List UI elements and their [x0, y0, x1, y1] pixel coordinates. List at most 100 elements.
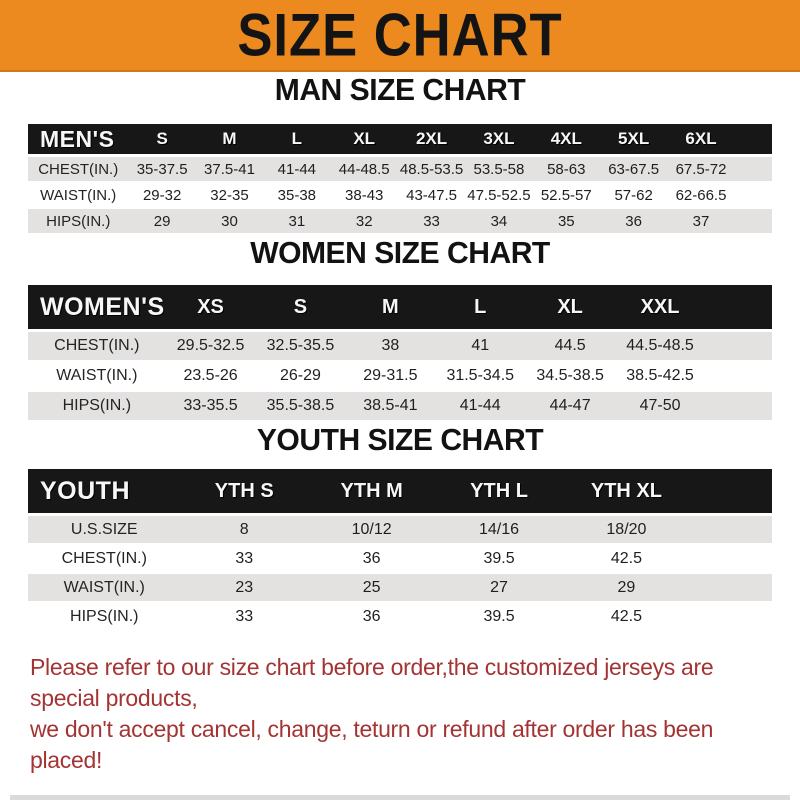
size-value-cell: 44-47 [525, 392, 616, 422]
size-value-cell: 42.5 [562, 545, 691, 574]
size-value-cell: 33 [397, 209, 466, 235]
header-spacer [734, 124, 772, 157]
women-size-chart-heading: WOMEN SIZE CHART [250, 235, 550, 270]
row-label: WAIST(IN.) [28, 183, 129, 209]
youth-size-table: YOUTH YTH S YTH M YTH L YTH XL U.S.SIZE 8 10/12… [28, 469, 772, 632]
column-header: YTH XL [562, 469, 691, 516]
column-header: 3XL [465, 124, 533, 157]
size-value-cell: 36 [307, 545, 436, 574]
size-value-cell: 47-50 [615, 392, 705, 422]
size-value-cell: 35-37.5 [128, 157, 196, 183]
size-value-cell: 44.5 [525, 332, 616, 362]
size-value-cell: 31.5-34.5 [435, 362, 526, 392]
size-value-cell: 18/20 [562, 516, 691, 545]
size-value-cell: 44-48.5 [330, 157, 398, 183]
size-value-cell: 42.5 [562, 603, 691, 632]
size-value-cell: 58-63 [532, 157, 600, 183]
size-value-cell: 14/16 [435, 516, 563, 545]
women-size-table: WOMEN'S XS S M L XL XXL CHEST(IN.) 29.5-32.5 32.5… [28, 285, 772, 422]
row-spacer [690, 516, 772, 545]
youth-size-table-wrap: YOUTH YTH S YTH M YTH L YTH XL U.S.SIZE 8 10/12… [0, 469, 800, 632]
size-value-cell: 36 [599, 209, 668, 235]
column-header: S [128, 124, 196, 157]
row-label: CHEST(IN.) [28, 157, 129, 183]
size-value-cell: 37 [667, 209, 735, 235]
youth-size-chart-heading: YOUTH SIZE CHART [256, 422, 544, 457]
column-header: YTH S [180, 469, 308, 516]
header-spacer [690, 469, 772, 516]
size-value-cell: 57-62 [599, 183, 668, 209]
row-label: CHEST(IN.) [28, 332, 166, 362]
size-value-cell: 33 [180, 603, 308, 632]
size-value-cell: 67.5-72 [667, 157, 735, 183]
size-value-cell: 52.5-57 [532, 183, 600, 209]
women-size-table-wrap: WOMEN'S XS S M L XL XXL CHEST(IN.) 29.5-32.5 32.5… [0, 285, 800, 422]
column-header: YTH M [307, 469, 436, 516]
column-header: XS [165, 285, 256, 332]
table-header-row: WOMEN'S XS S M L XL XXL [28, 285, 772, 332]
title-banner: SIZE CHART [0, 0, 800, 72]
column-header: XXL [615, 285, 705, 332]
disclaimer-note: Please refer to our size chart before or… [0, 652, 800, 776]
table-title: MEN'S [28, 124, 129, 157]
size-value-cell: 32.5-35.5 [255, 332, 346, 362]
table-row: CHEST(IN.) 29.5-32.5 32.5-35.5 38 41 44.5 44.5… [28, 332, 772, 362]
size-value-cell: 36 [307, 603, 436, 632]
man-size-chart-heading: MAN SIZE CHART [274, 72, 526, 107]
size-value-cell: 29 [128, 209, 196, 235]
row-label: WAIST(IN.) [28, 574, 181, 603]
size-value-cell: 32-35 [195, 183, 264, 209]
column-header: 2XL [397, 124, 466, 157]
column-header: 5XL [599, 124, 668, 157]
size-value-cell: 37.5-41 [195, 157, 264, 183]
size-value-cell: 26-29 [255, 362, 346, 392]
size-value-cell: 33 [180, 545, 308, 574]
row-label: CHEST(IN.) [28, 545, 181, 574]
table-row: WAIST(IN.) 23.5-26 26-29 29-31.5 31.5-34.5 34… [28, 362, 772, 392]
column-header: 6XL [667, 124, 735, 157]
size-value-cell: 44.5-48.5 [615, 332, 705, 362]
row-spacer [734, 183, 772, 209]
man-size-table: MEN'S S M L XL 2XL 3XL 4XL 5XL 6XL CHEST(IN.) 35-37… [28, 124, 772, 235]
size-value-cell: 25 [307, 574, 436, 603]
size-value-cell: 35.5-38.5 [255, 392, 346, 422]
size-value-cell: 29 [562, 574, 691, 603]
size-value-cell: 38.5-42.5 [615, 362, 705, 392]
column-header: M [345, 285, 436, 332]
row-label: HIPS(IN.) [28, 392, 166, 422]
size-value-cell: 43-47.5 [397, 183, 466, 209]
size-value-cell: 23 [180, 574, 308, 603]
table-row: CHEST(IN.) 33 36 39.5 42.5 [28, 545, 772, 574]
size-value-cell: 29-31.5 [345, 362, 436, 392]
table-title: WOMEN'S [28, 285, 166, 332]
size-value-cell: 41-44 [435, 392, 526, 422]
size-value-cell: 33-35.5 [165, 392, 256, 422]
column-header: M [195, 124, 264, 157]
size-value-cell: 30 [195, 209, 264, 235]
row-label: U.S.SIZE [28, 516, 181, 545]
size-value-cell: 23.5-26 [165, 362, 256, 392]
row-spacer [734, 157, 772, 183]
size-value-cell: 53.5-58 [465, 157, 533, 183]
row-label: HIPS(IN.) [28, 209, 129, 235]
size-value-cell: 41 [435, 332, 526, 362]
bottom-divider [10, 795, 790, 800]
header-spacer [704, 285, 772, 332]
table-row: HIPS(IN.) 29 30 31 32 33 34 35 36 37 [28, 209, 772, 235]
disclaimer-line-2: we don't accept cancel, change, teturn o… [30, 716, 714, 773]
size-value-cell: 29-32 [128, 183, 196, 209]
table-header-row: MEN'S S M L XL 2XL 3XL 4XL 5XL 6XL [28, 124, 772, 157]
size-value-cell: 38 [345, 332, 436, 362]
size-value-cell: 39.5 [435, 603, 563, 632]
size-value-cell: 29.5-32.5 [165, 332, 256, 362]
size-value-cell: 31 [263, 209, 331, 235]
row-spacer [690, 545, 772, 574]
size-value-cell: 35 [532, 209, 600, 235]
size-value-cell: 39.5 [435, 545, 563, 574]
table-row: HIPS(IN.) 33-35.5 35.5-38.5 38.5-41 41-44 44-… [28, 392, 772, 422]
table-row: CHEST(IN.) 35-37.5 37.5-41 41-44 44-48.5 48.5… [28, 157, 772, 183]
size-value-cell: 27 [435, 574, 563, 603]
disclaimer-line-1: Please refer to our size chart before or… [30, 654, 714, 711]
row-spacer [704, 392, 772, 422]
man-size-table-wrap: MEN'S S M L XL 2XL 3XL 4XL 5XL 6XL CHEST(IN.) 35-37… [0, 124, 800, 235]
